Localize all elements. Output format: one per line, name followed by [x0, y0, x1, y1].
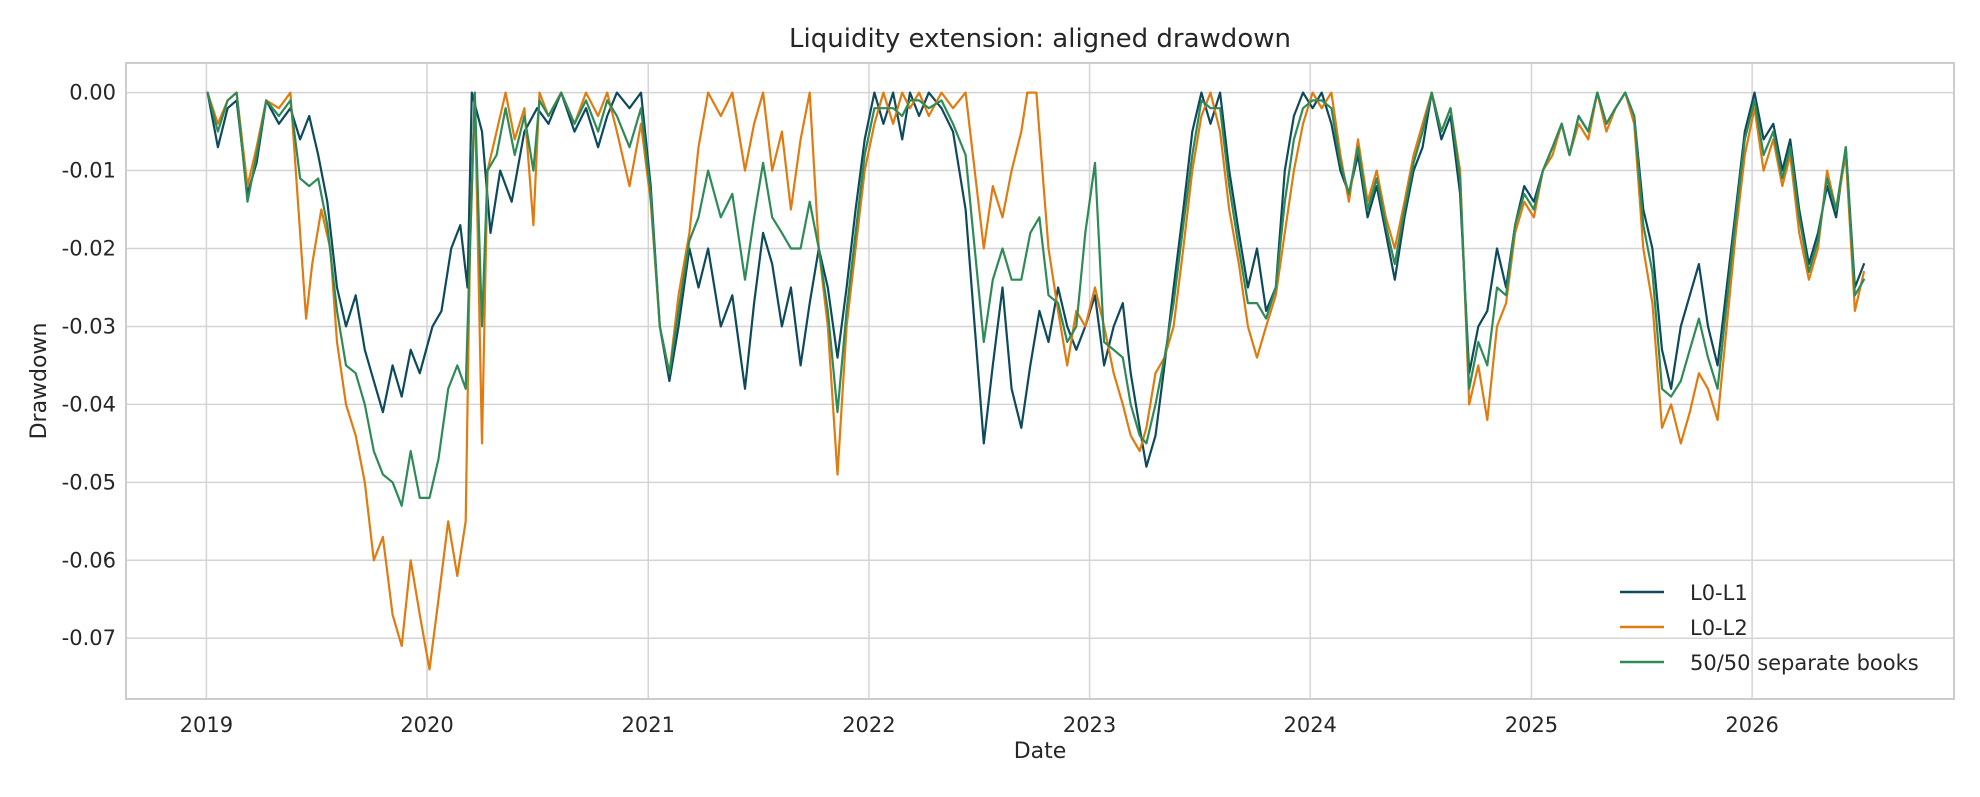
legend-label: L0-L2 [1690, 616, 1748, 640]
x-axis-tick-labels: 2019 2020 2021 2022 2023 2024 2025 2026 [180, 713, 1779, 737]
legend: L0-L1 L0-L2 50/50 separate books [1620, 581, 1919, 675]
y-tick-label: -0.07 [62, 626, 116, 650]
chart-title: Liquidity extension: aligned drawdown [789, 24, 1291, 54]
y-axis-tick-labels: 0.00 -0.01 -0.02 -0.03 -0.04 -0.05 -0.06 -0.07 [62, 81, 116, 651]
series-lines [206, 91, 1865, 671]
x-tick-label: 2024 [1283, 713, 1336, 737]
x-tick-label: 2022 [842, 713, 895, 737]
legend-label: L0-L1 [1690, 581, 1748, 605]
y-tick-label: -0.06 [62, 548, 116, 572]
y-axis-label: Drawdown [27, 323, 52, 440]
y-tick-label: -0.03 [62, 314, 116, 338]
series-line-3 [206, 91, 1865, 507]
x-tick-label: 2020 [400, 713, 453, 737]
y-tick-label: -0.02 [62, 237, 116, 261]
x-tick-label: 2023 [1063, 713, 1116, 737]
x-tick-label: 2026 [1725, 713, 1778, 737]
x-tick-label: 2021 [622, 713, 675, 737]
y-tick-label: -0.01 [62, 159, 116, 183]
x-tick-label: 2025 [1505, 713, 1558, 737]
plot-frame [125, 62, 1955, 700]
x-axis-label: Date [1014, 739, 1067, 764]
y-tick-label: -0.04 [62, 392, 116, 416]
y-tick-label: 0.00 [69, 81, 116, 105]
x-tick-label: 2019 [180, 713, 233, 737]
y-tick-label: -0.05 [62, 470, 116, 494]
legend-label: 50/50 separate books [1690, 651, 1919, 675]
